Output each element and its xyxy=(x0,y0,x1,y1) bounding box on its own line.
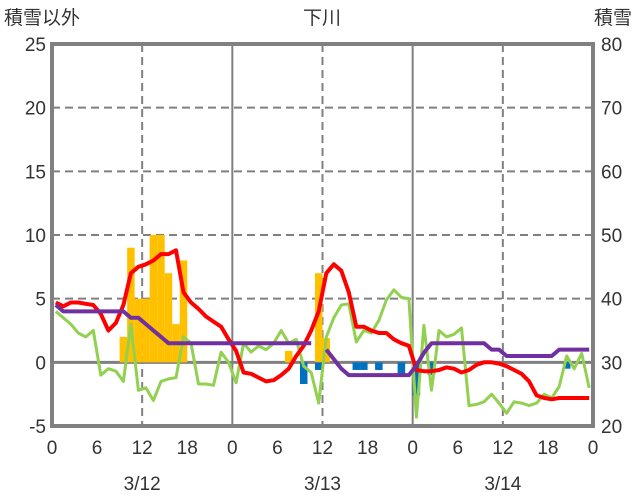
bar-negative xyxy=(562,362,571,369)
x-tick: 12 xyxy=(312,438,333,459)
y-tick-left: 15 xyxy=(25,162,46,183)
x-tick: 0 xyxy=(588,438,599,459)
bar-negative xyxy=(360,362,368,370)
plot-frame xyxy=(50,42,595,428)
y-tick-left: 10 xyxy=(25,226,46,247)
day-label: 3/14 xyxy=(484,474,521,495)
y-tick-right: 40 xyxy=(601,290,622,311)
bar xyxy=(157,235,165,363)
day-label: 3/13 xyxy=(304,474,341,495)
x-tick: 6 xyxy=(452,438,463,459)
y-tick-left: 5 xyxy=(35,290,46,311)
right-axis-label: 積雪 xyxy=(594,7,632,29)
chart-title: 下川 xyxy=(303,8,341,29)
bar-negative xyxy=(412,362,421,396)
bar xyxy=(149,235,158,363)
bar-negative xyxy=(397,362,406,376)
y-tick-left: 20 xyxy=(25,99,46,120)
bar xyxy=(127,247,135,363)
y-tick-right: 50 xyxy=(601,226,622,247)
bar xyxy=(314,273,323,363)
day-label: 3/12 xyxy=(124,474,161,495)
y-tick-right: 30 xyxy=(601,353,622,374)
bar-negative xyxy=(299,362,308,384)
bar-negative xyxy=(375,362,383,370)
bar xyxy=(134,298,143,363)
series-green xyxy=(54,288,591,419)
x-tick: 6 xyxy=(272,438,283,459)
x-tick: 18 xyxy=(357,438,378,459)
bar xyxy=(164,273,173,363)
y-tick-right: 60 xyxy=(601,162,622,183)
bar xyxy=(284,350,293,363)
series-purple-snow-depth xyxy=(54,303,312,346)
series-red xyxy=(54,248,590,402)
bar xyxy=(119,336,128,363)
x-tick: 12 xyxy=(492,438,513,459)
x-tick: 6 xyxy=(92,438,103,459)
y-tick-right: 80 xyxy=(601,35,622,56)
y-tick-right: 70 xyxy=(601,99,622,120)
y-tick-right: 20 xyxy=(601,417,622,438)
x-tick: 18 xyxy=(537,438,558,459)
bar-negative xyxy=(352,362,361,370)
bar xyxy=(142,298,150,363)
bar-negative xyxy=(427,362,436,376)
series-lines xyxy=(54,248,591,419)
series-purple-snow-depth xyxy=(324,341,590,378)
x-tick: 0 xyxy=(47,438,58,459)
x-tick: 12 xyxy=(132,438,153,459)
x-tick: 0 xyxy=(227,438,238,459)
x-tick: 0 xyxy=(407,438,418,459)
bar xyxy=(179,260,188,363)
y-tick-left: 0 xyxy=(35,353,46,374)
x-tick: 18 xyxy=(177,438,198,459)
y-tick-left: 25 xyxy=(25,35,46,56)
bar-negative xyxy=(314,362,323,370)
y-tick-left: -5 xyxy=(29,417,46,438)
left-axis-label: 積雪以外 xyxy=(4,7,80,29)
